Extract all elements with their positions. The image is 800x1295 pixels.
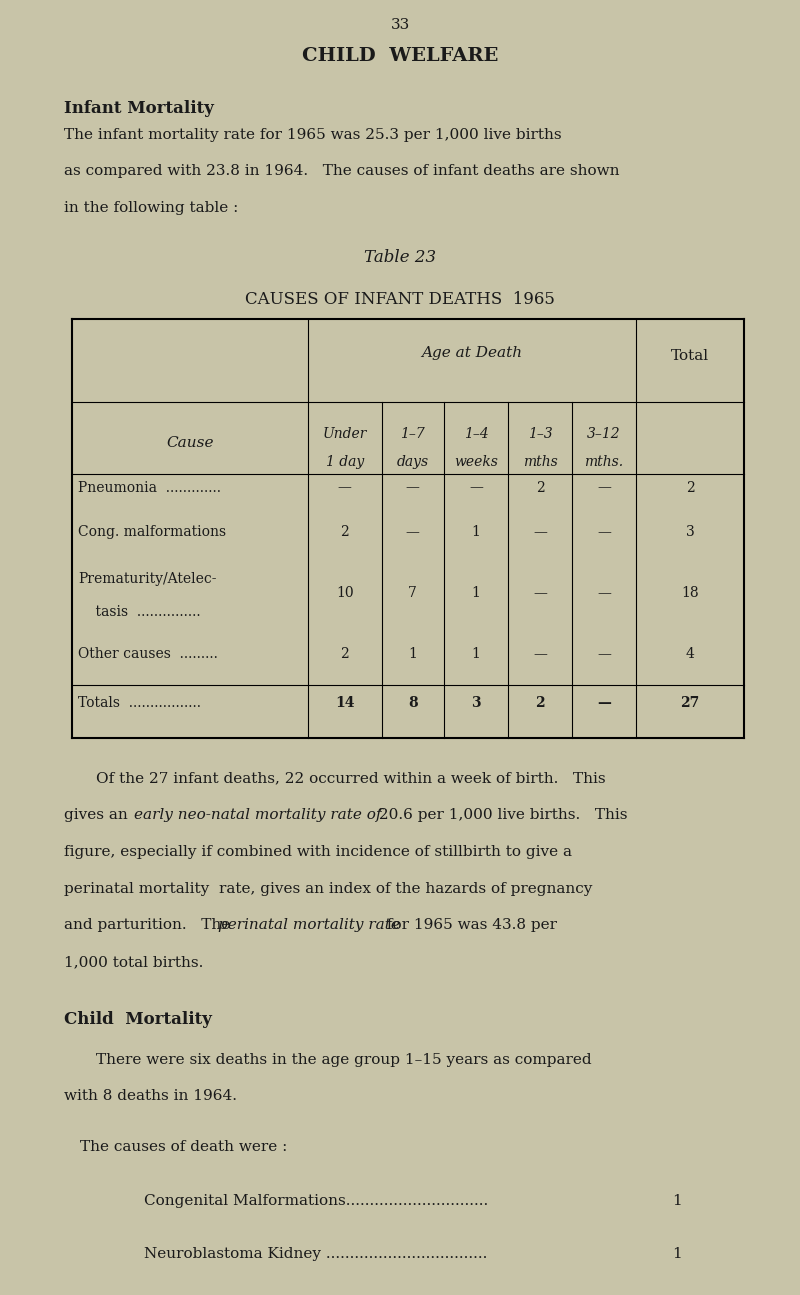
Text: 1–3: 1–3 (528, 427, 552, 442)
Text: for 1965 was 43.8 per: for 1965 was 43.8 per (382, 918, 558, 932)
Text: 2: 2 (341, 648, 349, 660)
Text: Prematurity/Atelec-: Prematurity/Atelec- (78, 572, 217, 585)
Text: Pneumonia  .............: Pneumonia ............. (78, 480, 222, 495)
Text: early neo-natal mortality rate of: early neo-natal mortality rate of (134, 808, 382, 822)
Text: —: — (597, 587, 611, 600)
Text: Age at Death: Age at Death (422, 346, 522, 360)
Text: —: — (597, 695, 611, 710)
Text: 1: 1 (672, 1194, 682, 1208)
Text: 3: 3 (471, 695, 481, 710)
Text: tasis  ...............: tasis ............... (78, 605, 201, 619)
Text: and parturition.   The: and parturition. The (64, 918, 235, 932)
Text: 1: 1 (471, 587, 481, 600)
Text: 4: 4 (686, 648, 694, 660)
Text: perinatal mortality rate: perinatal mortality rate (218, 918, 400, 932)
Text: —: — (406, 480, 420, 495)
Text: Cause: Cause (166, 436, 214, 449)
Text: Total: Total (671, 350, 709, 364)
Text: 1: 1 (471, 524, 481, 539)
Text: The causes of death were :: The causes of death were : (80, 1141, 287, 1154)
Text: CHILD  WELFARE: CHILD WELFARE (302, 47, 498, 65)
Text: 1: 1 (672, 1247, 682, 1261)
Text: —: — (533, 524, 547, 539)
Text: —: — (406, 524, 420, 539)
Text: Totals  .................: Totals ................. (78, 695, 202, 710)
Text: Other causes  .........: Other causes ......... (78, 648, 218, 660)
Text: 2: 2 (686, 480, 694, 495)
Text: Infant Mortality: Infant Mortality (64, 100, 214, 117)
Text: as compared with 23.8 in 1964.   The causes of infant deaths are shown: as compared with 23.8 in 1964. The cause… (64, 164, 619, 179)
Text: in the following table :: in the following table : (64, 201, 238, 215)
Text: figure, especially if combined with incidence of stillbirth to give a: figure, especially if combined with inci… (64, 846, 572, 859)
Text: —: — (597, 524, 611, 539)
Text: 20.6 per 1,000 live births.   This: 20.6 per 1,000 live births. This (374, 808, 628, 822)
Text: 1–4: 1–4 (464, 427, 488, 442)
Text: 3–12: 3–12 (587, 427, 621, 442)
Text: Cong. malformations: Cong. malformations (78, 524, 226, 539)
Text: perinatal mortality  rate, gives an index of the hazards of pregnancy: perinatal mortality rate, gives an index… (64, 882, 592, 896)
Text: 27: 27 (680, 695, 700, 710)
Text: —: — (338, 480, 352, 495)
Text: —: — (469, 480, 483, 495)
Text: Neuroblastoma Kidney ..................................: Neuroblastoma Kidney ...................… (144, 1247, 487, 1261)
Text: 8: 8 (408, 695, 418, 710)
Text: 33: 33 (390, 18, 410, 32)
Text: Under: Under (322, 427, 367, 442)
Text: mths: mths (522, 455, 558, 469)
Text: with 8 deaths in 1964.: with 8 deaths in 1964. (64, 1089, 237, 1103)
Text: Of the 27 infant deaths, 22 occurred within a week of birth.   This: Of the 27 infant deaths, 22 occurred wit… (96, 772, 606, 786)
Text: 2: 2 (341, 524, 349, 539)
Text: 10: 10 (336, 587, 354, 600)
Text: The infant mortality rate for 1965 was 25.3 per 1,000 live births: The infant mortality rate for 1965 was 2… (64, 128, 562, 141)
Text: —: — (533, 648, 547, 660)
Text: Congenital Malformations..............................: Congenital Malformations................… (144, 1194, 488, 1208)
Text: 18: 18 (681, 587, 699, 600)
Text: Child  Mortality: Child Mortality (64, 1010, 212, 1027)
Text: —: — (533, 587, 547, 600)
Text: —: — (597, 480, 611, 495)
Text: There were six deaths in the age group 1–15 years as compared: There were six deaths in the age group 1… (96, 1053, 592, 1067)
Text: weeks: weeks (454, 455, 498, 469)
Text: 2: 2 (536, 480, 544, 495)
Text: 1 day: 1 day (326, 455, 364, 469)
Text: 1: 1 (471, 648, 481, 660)
Text: 1: 1 (408, 648, 418, 660)
Text: mths.: mths. (585, 455, 623, 469)
Text: gives an: gives an (64, 808, 133, 822)
Text: days: days (397, 455, 429, 469)
Text: 1–7: 1–7 (401, 427, 425, 442)
Text: 2: 2 (535, 695, 545, 710)
Text: 1,000 total births.: 1,000 total births. (64, 954, 203, 969)
Text: 14: 14 (335, 695, 354, 710)
Text: —: — (597, 648, 611, 660)
Text: 7: 7 (408, 587, 418, 600)
Text: 3: 3 (686, 524, 694, 539)
Text: Table 23: Table 23 (364, 249, 436, 265)
Text: CAUSES OF INFANT DEATHS  1965: CAUSES OF INFANT DEATHS 1965 (245, 291, 555, 308)
